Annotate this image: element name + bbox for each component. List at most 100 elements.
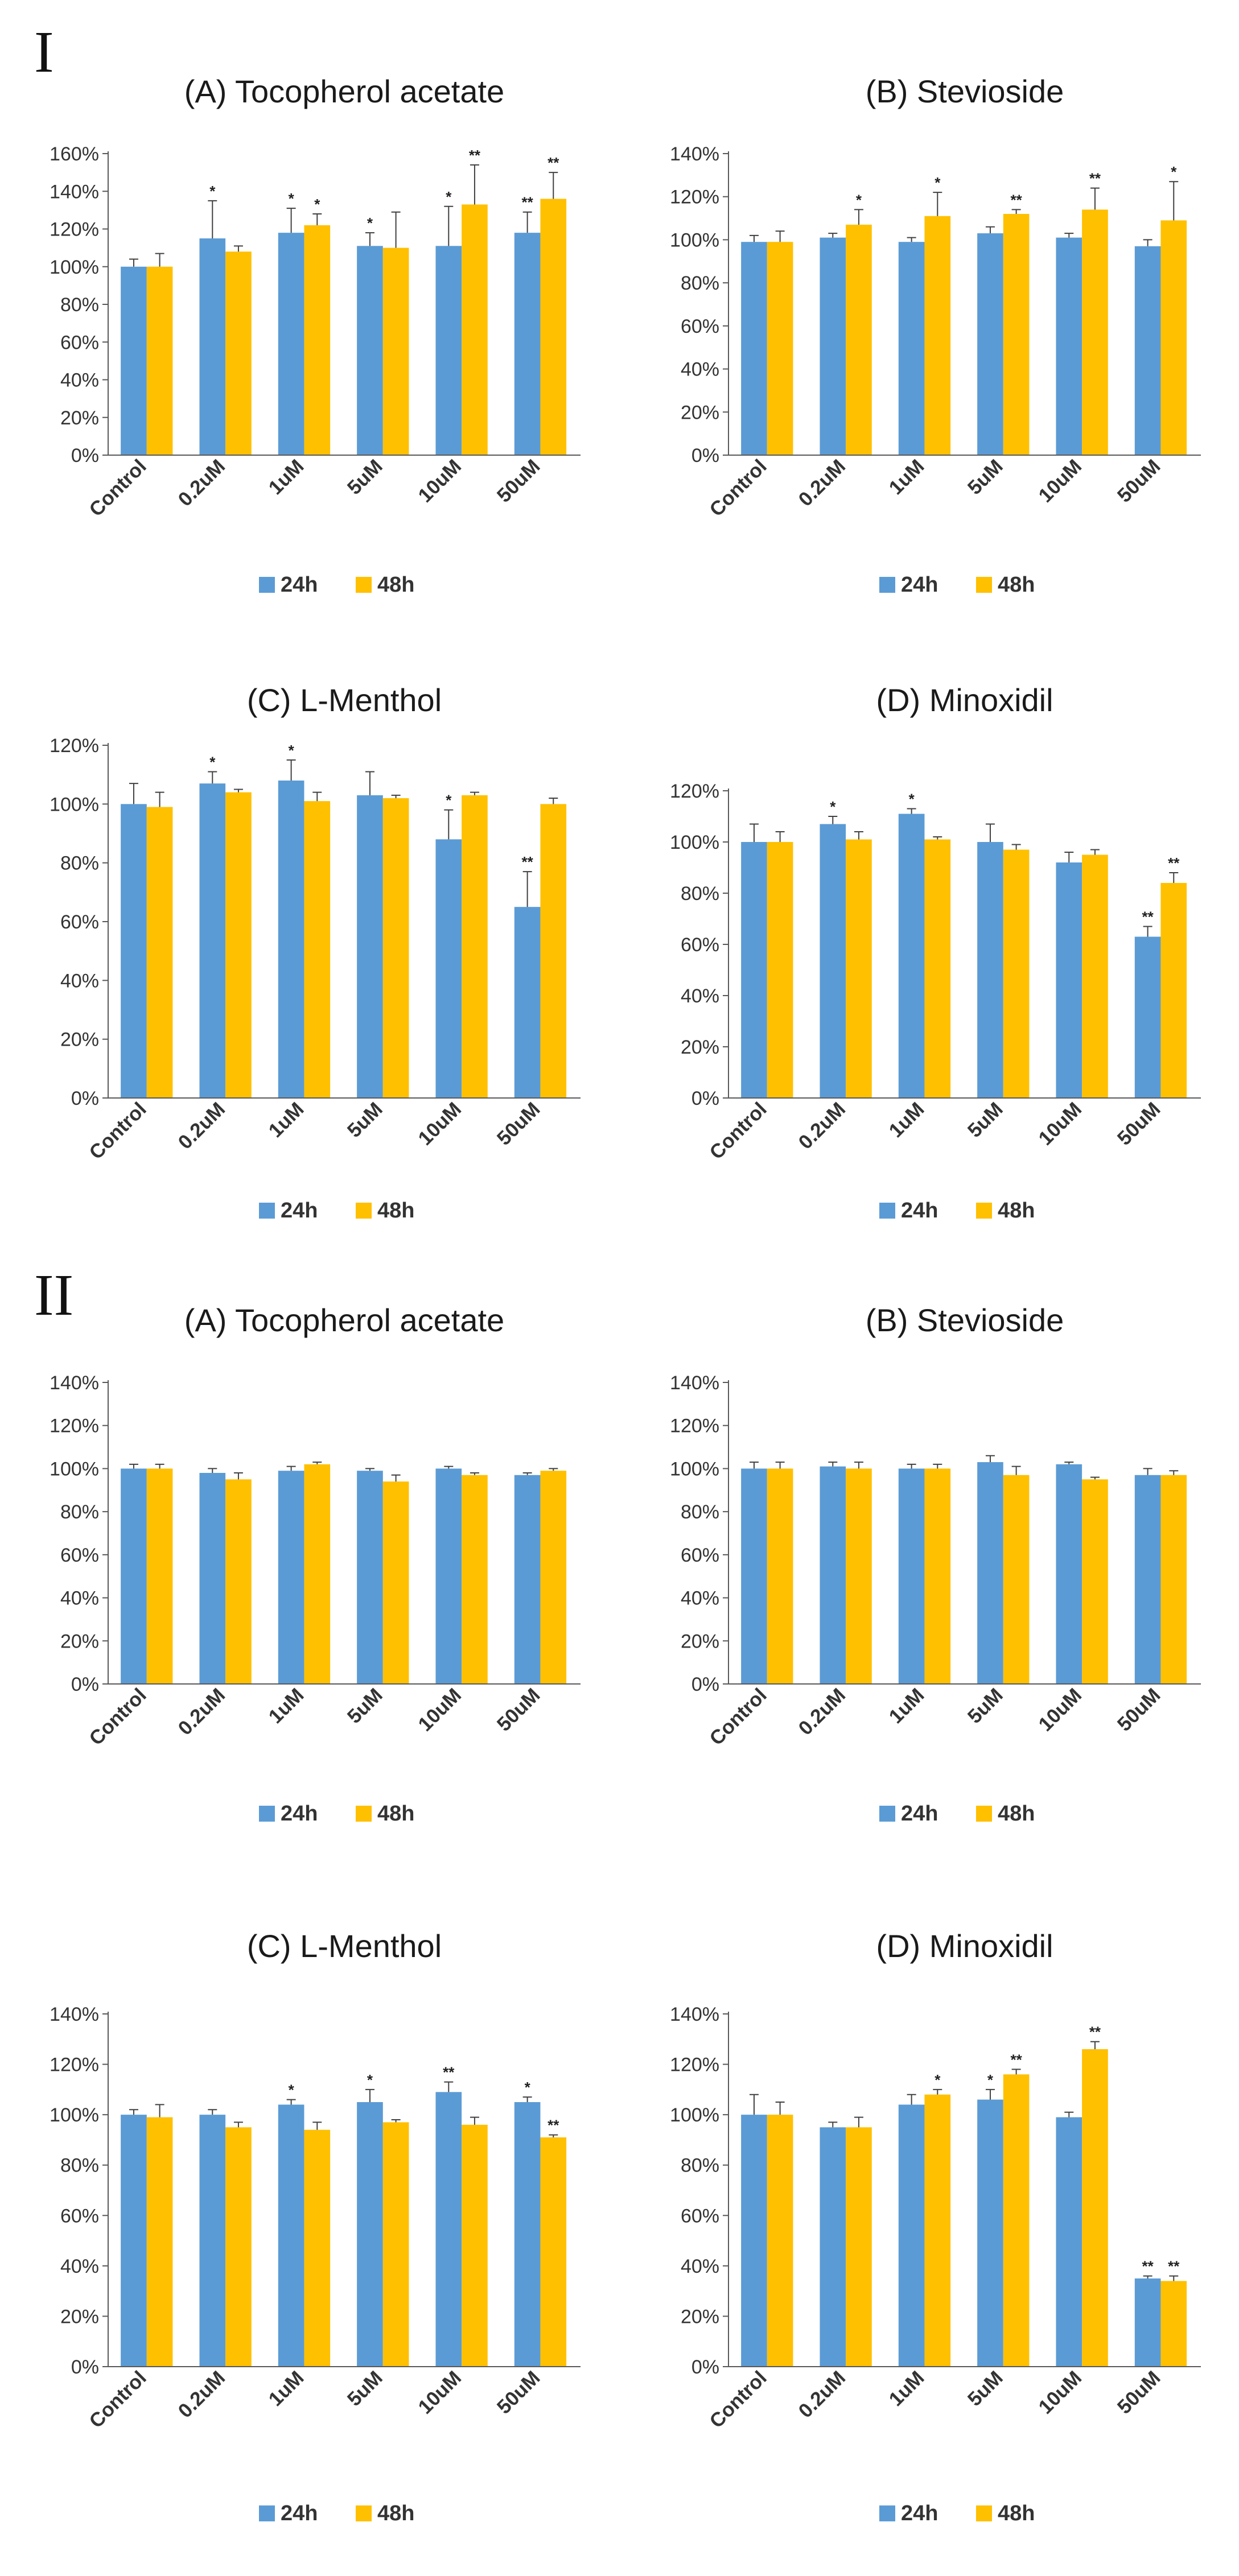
y-tick-label: 140%	[50, 2004, 99, 2025]
bar-24h	[1134, 936, 1161, 1098]
bar-48h	[1082, 854, 1108, 1098]
bar-24h	[357, 2102, 383, 2367]
x-tick-label: 50uM	[493, 1098, 545, 1150]
bar-24h	[357, 246, 383, 455]
chart-title: (C) L-Menthol	[247, 682, 442, 718]
y-tick-label: 20%	[60, 2306, 99, 2327]
legend-swatch-24h	[879, 2505, 895, 2521]
bar-24h	[741, 1468, 767, 1684]
y-tick-label: 20%	[60, 1630, 99, 1652]
chart-panel-3: (D) Minoxidil 0% 20% 40% 60% 80% 100% 120% Contr…	[632, 671, 1229, 1240]
legend-label-48h: 48h	[377, 1802, 414, 1826]
bar-24h	[1056, 237, 1082, 455]
significance-marker: *	[446, 188, 452, 205]
bar-24h	[435, 2092, 462, 2367]
legend-label-24h: 24h	[901, 573, 938, 597]
y-tick-label: 0%	[691, 1674, 719, 1695]
bar-24h	[357, 795, 383, 1098]
y-tick-label: 120%	[50, 735, 99, 757]
chart-svg: (A) Tocopherol acetate 0% 20% 40% 60% 80% 100%…	[50, 73, 581, 597]
bar-24h	[1056, 2117, 1082, 2367]
legend-label-48h: 48h	[998, 1199, 1035, 1223]
bar-48h	[462, 795, 488, 1098]
chart-svg: (B) Stevioside 0% 20% 40% 60% 80% 100% 120% 140%…	[670, 1302, 1201, 1826]
bar-24h	[1056, 1464, 1082, 1684]
x-tick-label: 1uM	[884, 2367, 928, 2410]
y-tick-label: 120%	[50, 219, 99, 241]
bar-24h	[977, 2099, 1003, 2367]
x-tick-label: 5uM	[964, 455, 1007, 499]
bar-48h	[846, 224, 872, 455]
significance-marker: *	[830, 798, 836, 815]
section-label-I: I	[34, 19, 54, 85]
bar-24h	[435, 246, 462, 455]
significance-marker: *	[314, 196, 320, 213]
y-tick-label: 80%	[60, 2155, 99, 2177]
chart-title: (B) Stevioside	[866, 1302, 1064, 1338]
legend-label-24h: 24h	[901, 1802, 938, 1826]
y-tick-label: 60%	[681, 316, 719, 337]
bar-48h	[304, 801, 331, 1098]
y-tick-label: 40%	[60, 2256, 99, 2277]
bar-24h	[514, 1475, 541, 1684]
y-tick-label: 160%	[50, 143, 99, 165]
x-tick-label: 50uM	[493, 1684, 545, 1736]
bar-24h	[820, 1466, 846, 1684]
significance-marker: *	[935, 174, 941, 191]
bar-24h	[199, 238, 226, 455]
x-tick-label: 50uM	[1113, 455, 1165, 507]
significance-marker: *	[446, 792, 452, 809]
bar-24h	[278, 233, 304, 455]
x-tick-label: 0.2uM	[174, 1684, 229, 1740]
bar-48h	[1160, 220, 1187, 455]
y-tick-label: 0%	[691, 2356, 719, 2378]
y-tick-label: 0%	[691, 1088, 719, 1109]
y-tick-label: 80%	[681, 1501, 719, 1523]
significance-marker: **	[443, 2064, 455, 2081]
y-tick-label: 60%	[60, 332, 99, 353]
legend-swatch-48h	[356, 577, 372, 593]
significance-marker: *	[909, 791, 915, 808]
significance-marker: **	[548, 154, 559, 171]
bar-48h	[540, 1471, 567, 1684]
legend-label-24h: 24h	[901, 2501, 938, 2525]
significance-marker: *	[367, 2071, 373, 2088]
y-tick-label: 60%	[60, 911, 99, 933]
bar-24h	[278, 1471, 304, 1684]
y-tick-label: 60%	[681, 2205, 719, 2227]
chart-title: (D) Minoxidil	[876, 682, 1053, 718]
y-tick-label: 140%	[670, 143, 719, 165]
x-tick-label: 0.2uM	[174, 1098, 229, 1154]
chart-svg: (C) L-Menthol0%20%40%60%80%100%120%140%C…	[50, 1928, 581, 2525]
bar-24h	[357, 1471, 383, 1684]
chart-panel-1: (B) Stevioside 0% 20% 40% 60% 80% 100% 120% 140%…	[632, 63, 1229, 631]
significance-marker: *	[856, 191, 862, 208]
x-tick-label: 10uM	[414, 1098, 466, 1150]
bar-48h	[846, 839, 872, 1098]
legend-swatch-24h	[259, 577, 275, 593]
significance-marker: **	[548, 2117, 559, 2134]
bar-48h	[846, 1468, 872, 1684]
bar-48h	[382, 2122, 409, 2367]
y-tick-label: 80%	[60, 853, 99, 874]
significance-marker: **	[1010, 191, 1022, 208]
y-tick-label: 40%	[681, 359, 719, 381]
legend-label-24h: 24h	[281, 1199, 318, 1223]
bar-24h	[898, 242, 925, 455]
bar-48h	[924, 839, 951, 1098]
x-tick-label: 5uM	[964, 1098, 1007, 1142]
significance-marker: *	[367, 214, 373, 232]
bar-48h	[225, 251, 252, 455]
x-tick-label: 10uM	[1034, 1684, 1086, 1736]
y-tick-label: 20%	[681, 402, 719, 423]
legend-label-48h: 48h	[377, 573, 414, 597]
x-tick-label: 0.2uM	[794, 455, 850, 511]
y-tick-label: 40%	[60, 1588, 99, 1609]
chart-svg: (D) Minoxidil0%20%40%60%80%100%120%140%C…	[670, 1928, 1201, 2525]
bar-24h	[741, 2115, 767, 2367]
bar-24h	[121, 2115, 147, 2367]
bar-24h	[898, 1468, 925, 1684]
significance-marker: *	[1171, 163, 1177, 180]
bar-24h	[121, 266, 147, 455]
y-tick-label: 140%	[670, 2004, 719, 2025]
